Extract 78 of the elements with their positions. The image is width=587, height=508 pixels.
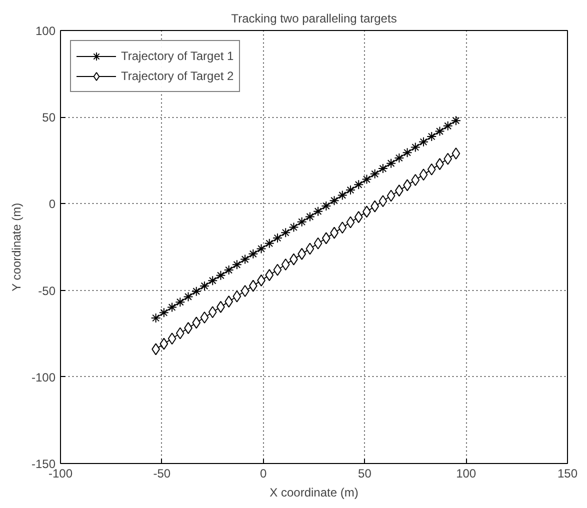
point [444, 152, 452, 165]
point [426, 132, 437, 142]
point [208, 306, 217, 318]
legend-label: Trajectory of Target 1 [121, 49, 234, 63]
point [264, 238, 274, 248]
y-tick-label: 50 [42, 110, 56, 125]
point [338, 222, 347, 234]
point [281, 258, 290, 270]
point [370, 168, 380, 179]
point [410, 142, 420, 152]
point [200, 311, 209, 324]
y-tick-label: -50 [38, 284, 56, 298]
point [386, 190, 396, 202]
point [160, 338, 168, 350]
point [346, 216, 355, 228]
x-tick-label: 0 [260, 466, 267, 480]
point [248, 248, 258, 259]
point [167, 302, 178, 312]
point [256, 244, 266, 254]
point [272, 232, 282, 243]
point [288, 222, 299, 232]
y-tick-label: -100 [31, 370, 56, 384]
point [191, 286, 202, 296]
point [378, 164, 388, 174]
point [434, 126, 445, 136]
point [329, 196, 340, 206]
y-tick-label: 100 [35, 24, 56, 38]
point [175, 297, 186, 308]
point [150, 313, 161, 324]
point [168, 332, 176, 345]
point [296, 216, 307, 227]
point [402, 148, 412, 158]
point [199, 280, 210, 291]
x-axis-title: X coordinate (m) [270, 486, 358, 500]
x-tick-label: 100 [456, 466, 476, 480]
point [183, 292, 194, 302]
point [321, 200, 332, 211]
point [411, 174, 420, 186]
point [337, 190, 348, 200]
point [354, 180, 364, 190]
point [394, 152, 404, 163]
point [240, 284, 250, 297]
point [176, 327, 184, 340]
x-tick-label: -50 [153, 466, 171, 480]
point [418, 136, 429, 147]
point [386, 158, 396, 168]
point [452, 147, 460, 160]
point [362, 174, 372, 184]
y-tick-label: 0 [48, 197, 56, 212]
point [224, 265, 234, 276]
point [354, 211, 363, 224]
legend-label: Trajectory of Target 2 [121, 69, 234, 83]
point [306, 242, 314, 255]
point [158, 308, 169, 318]
point [232, 260, 242, 270]
point [378, 195, 388, 208]
y-axis-title: Y coordinate (m) [9, 202, 24, 292]
point [427, 163, 436, 176]
point [273, 264, 282, 276]
point [450, 116, 461, 126]
point [346, 185, 356, 196]
point [370, 200, 380, 212]
x-tick-label: 150 [557, 466, 578, 480]
point [232, 290, 242, 302]
point [248, 280, 258, 292]
point [419, 168, 428, 181]
point [208, 276, 218, 286]
x-tick-label: 50 [358, 466, 372, 480]
point [216, 270, 226, 280]
point [265, 269, 274, 282]
point [313, 206, 324, 216]
chart-title: Tracking two paralleling targets [231, 12, 397, 26]
point [240, 254, 250, 264]
point [192, 316, 201, 329]
point [442, 120, 453, 131]
point [280, 228, 291, 238]
point [304, 212, 315, 222]
point [314, 237, 322, 250]
